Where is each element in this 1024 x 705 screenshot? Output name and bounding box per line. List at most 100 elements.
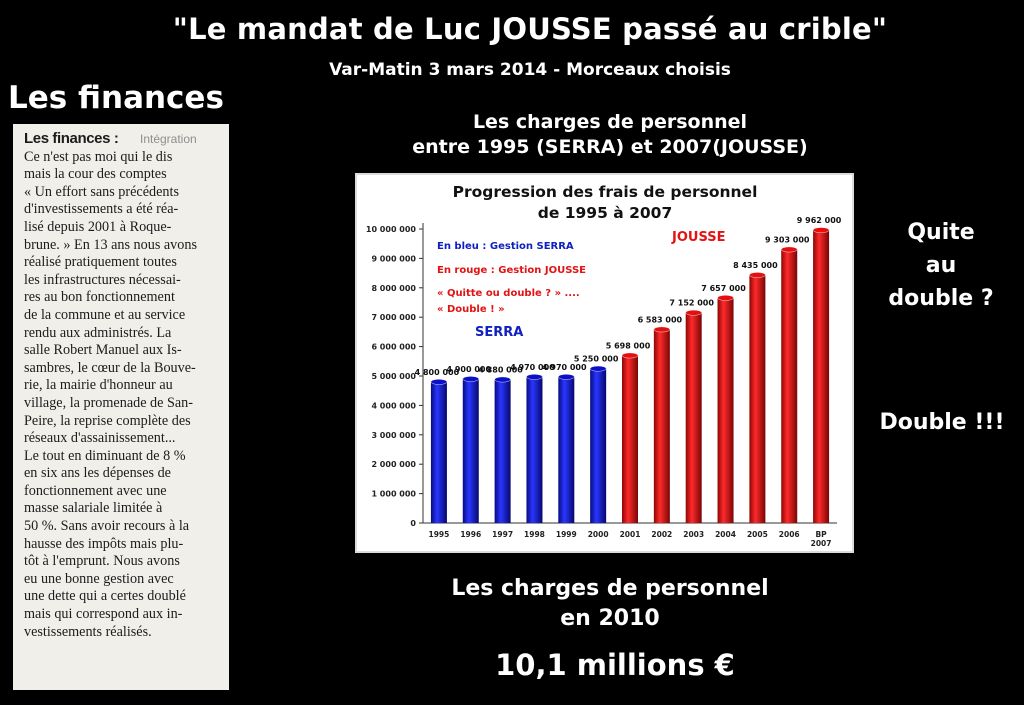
clipping-line: masse salariale limitée à [24,500,163,517]
x-tick-label: 2001 [620,530,641,539]
chart-title-line1: Progression des frais de personnel [453,183,758,201]
bar-chart: Progression des frais de personnel de 199… [366,183,842,548]
bar-cap [621,352,639,359]
bar [526,376,543,523]
clipping-line: sambres, le cœur de la Bouve- [24,359,196,376]
bar-value-label: 4 900 000 [446,365,491,374]
y-tick-label: 1 000 000 [371,490,416,499]
bottom-total: 10,1 millions € [495,648,735,682]
bar-cap [462,376,479,382]
x-tick-label: 1999 [556,530,577,539]
bar [653,329,670,523]
clipping-line: vestissements réalisés. [24,623,152,640]
page-title: "Le mandat de Luc JOUSSE passé au crible… [172,12,888,46]
bottom-line2: en 2010 [560,606,660,631]
label-jousse: JOUSSE [671,230,725,245]
clipping-line: lisé depuis 2001 à Roque- [24,218,172,235]
bar [622,355,638,523]
clipping-line: eu une bonne gestion avec [24,570,174,587]
bar-cap [685,309,702,316]
clipping-line: mais la cour des comptes [24,166,167,183]
clipping-line: Ce n'est pas moi qui le dis [24,148,173,165]
clipping-line: réalisé pratiquement toutes [24,254,177,271]
side-question-line1: Quite [907,220,975,245]
clipping-line: salle Robert Manuel aux Is- [24,342,182,359]
clipping-line: « Un effort sans précédents [24,183,179,200]
side-question: Quite au double ? [864,216,1018,315]
bar-value-label: 4 800 000 [415,368,460,377]
note-quip-2: « Double ! » [437,304,505,315]
bar-value-label: 9 303 000 [765,235,810,244]
clipping-line: fonctionnement avec une [24,482,167,499]
clipping-line: hausse des impôts mais plu- [24,535,184,552]
side-question-line2: au [925,253,957,278]
section-title: Les finances [8,80,224,116]
x-tick-label: 1997 [492,530,513,539]
clipping-line: les infrastructures nécessai- [24,271,181,288]
clipping-line: une dette qui a certes doublé [24,588,186,605]
note-blue: En bleu : Gestion SERRA [437,241,574,252]
bottom-charges: Les charges de personnel en 2010 [360,574,860,634]
clipping-line: mais qui correspond aux in- [24,606,183,623]
x-tick-label: 2006 [779,530,800,539]
y-tick-label: 0 [410,519,416,528]
x-tick-label: BP [815,530,827,539]
bar-cap [558,374,575,380]
clipping-line: Peire, la reprise complète des [24,412,191,429]
side-double: Double !!! [879,410,1005,435]
bar-cap [781,246,798,253]
y-tick-label: 10 000 000 [366,225,417,234]
bar-value-label: 7 657 000 [701,284,746,293]
bar-cap [430,379,448,385]
bar [781,249,798,523]
bar [462,378,479,523]
bar [717,297,734,523]
note-quip-1: « Quitte ou double ? » .... [437,288,580,299]
bar [430,381,447,523]
clipping-line: rie, la mairie d'honneur au [24,377,173,394]
bar [558,376,575,523]
x-tick-label: 2004 [715,530,736,539]
chart-header-line2: entre 1995 (SERRA) et 2007(JOUSSE) [412,136,808,158]
y-tick-label: 7 000 000 [371,313,416,322]
bar-value-label: 5 250 000 [574,355,619,364]
y-tick-label: 2 000 000 [371,460,416,469]
x-tick-label: 2003 [683,530,704,539]
bar-value-label: 5 698 000 [606,341,651,350]
x-tick-label: 2002 [651,530,672,539]
clipping-line: rendu aux administrés. La [24,324,172,341]
label-serra: SERRA [475,325,523,340]
chart-header-line1: Les charges de personnel [472,111,748,133]
y-tick-label: 9 000 000 [371,254,416,263]
y-tick-label: 8 000 000 [371,284,416,293]
bar-cap [494,376,511,383]
chart-header: Les charges de personnel entre 1995 (SER… [340,110,880,160]
bar-value-label: 4 970 000 [542,363,587,372]
y-tick-label: 3 000 000 [371,431,416,440]
bar [685,312,702,523]
clipping-body: Ce n'est pas moi qui le dis mais la cour … [24,149,223,642]
clipping-line: de la commune et au service [24,306,186,323]
clipping-line: res au bon fonctionnement [24,289,175,306]
note-red: En rouge : Gestion JOUSSE [437,265,586,276]
page-subtitle: Var-Matin 3 mars 2014 - Morceaux choisis [329,60,731,80]
bar [813,230,830,524]
newspaper-clipping: Les finances : Intégration Ce n'est pas … [13,124,229,690]
bar-cap [749,272,766,278]
x-tick-label: 1996 [460,530,481,539]
clipping-line: d'investissements a été réa- [24,201,179,218]
bar-value-label: 4 880 000 [478,366,523,375]
y-tick-label: 6 000 000 [371,343,416,352]
bar [749,275,766,523]
bar [590,368,607,523]
chart-title-line2: de 1995 à 2007 [538,204,673,222]
chart-panel: Progression des frais de personnel de 199… [355,173,854,553]
x-tick-label: 2005 [747,530,768,539]
clipping-heading-row: Les finances : Intégration [24,130,223,149]
clipping-line: village, la promenade de San- [24,394,194,411]
y-tick-label: 5 000 000 [371,372,416,381]
clipping-line: réseaux d'assainissement... [24,430,176,447]
clipping-faded-tab: Intégration [139,132,197,146]
y-tick-label: 4 000 000 [371,401,416,410]
bar-cap [526,374,543,380]
